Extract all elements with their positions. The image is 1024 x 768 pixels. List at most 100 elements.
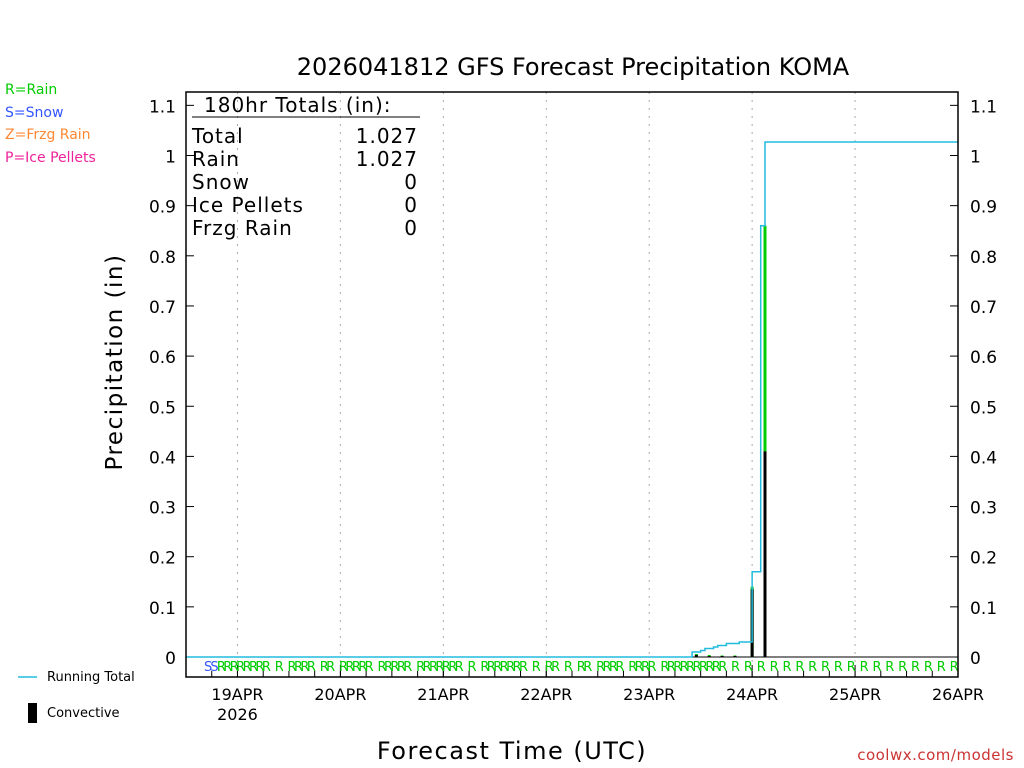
precip-type-marker: R <box>255 660 264 675</box>
precip-type-marker: R <box>692 660 701 675</box>
y-tick-label-right: 0.2 <box>970 549 997 569</box>
precip-type-marker: R <box>615 660 624 675</box>
y-tick-label-right: 1.1 <box>970 97 997 117</box>
precip-type-marker: R <box>757 660 766 675</box>
precip-type-marker: R <box>795 660 804 675</box>
precip-type-legend-item: R=Rain <box>5 82 58 98</box>
precip-type-marker: R <box>397 660 406 675</box>
precip-type-marker: R <box>872 660 881 675</box>
precip-type-marker: R <box>834 660 843 675</box>
precip-type-marker: R <box>699 660 708 675</box>
precip-type-marker: R <box>712 660 721 675</box>
precip-type-marker: R <box>442 660 451 675</box>
convective-bar <box>720 655 724 657</box>
precip-type-marker: R <box>718 660 727 675</box>
precip-type-marker: R <box>429 660 438 675</box>
precip-type-marker: R <box>635 660 644 675</box>
y-tick-label-right: 0.1 <box>970 599 997 619</box>
precip-type-marker: R <box>339 660 348 675</box>
precip-type-marker: R <box>384 660 393 675</box>
precip-type-marker: R <box>705 660 714 675</box>
convective-bar <box>733 655 737 657</box>
precip-type-marker: R <box>667 660 676 675</box>
y-tick-label-right: 0.7 <box>970 298 997 318</box>
x-tick-label: 24APR <box>726 685 778 704</box>
x-tick-label: 21APR <box>417 685 469 704</box>
totals-row-label: Snow <box>192 170 250 194</box>
precip-type-marker: R <box>506 660 515 675</box>
precip-type-marker: R <box>390 660 399 675</box>
y-tick-label-right: 0.3 <box>970 499 997 519</box>
x-tick-label: 25APR <box>829 685 881 704</box>
precip-type-marker: R <box>602 660 611 675</box>
precip-type-marker: R <box>532 660 541 675</box>
precip-type-marker: R <box>924 660 933 675</box>
precip-type-marker: R <box>898 660 907 675</box>
precip-type-marker: R <box>416 660 425 675</box>
precip-type-marker: R <box>455 660 464 675</box>
y-tick-label-left: 0.5 <box>149 398 176 418</box>
totals-row-value: 0 <box>404 170 418 194</box>
precip-type-marker: R <box>307 660 316 675</box>
precip-bar <box>763 225 767 657</box>
precip-type-marker: R <box>782 660 791 675</box>
precip-type-marker: R <box>647 660 656 675</box>
plot-frame <box>185 91 959 678</box>
precip-type-marker: R <box>217 660 226 675</box>
precip-type-marker: R <box>300 660 309 675</box>
precip-type-marker: R <box>262 660 271 675</box>
precip-type-marker: R <box>326 660 335 675</box>
y-tick-label-right: 0.4 <box>970 448 997 468</box>
precip-type-marker: R <box>435 660 444 675</box>
precip-type-marker: R <box>358 660 367 675</box>
y-tick-label-left: 1.1 <box>149 97 176 117</box>
convective-legend-label: Convective <box>47 706 120 721</box>
x-axis-title: Forecast Time (UTC) <box>377 737 647 765</box>
y-tick-label-right: 0 <box>970 649 981 669</box>
precip-type-marker: R <box>249 660 258 675</box>
precip-type-marker: R <box>230 660 239 675</box>
totals-row-label: Frzg Rain <box>192 216 293 240</box>
convective-legend-swatch <box>28 703 37 723</box>
precip-type-marker: R <box>937 660 946 675</box>
x-tick-label: 20APR <box>314 685 366 704</box>
y-axis-right: 0 0.1 0.2 0.3 0.4 0.5 0.6 0.7 0.8 0.9 1 1.1 <box>950 97 997 669</box>
y-tick-label-left: 0.8 <box>149 248 176 268</box>
y-tick-label-left: 0.3 <box>149 499 176 519</box>
convective-bar <box>763 451 767 657</box>
precip-type-marker: R <box>847 660 856 675</box>
y-tick-label-left: 0.7 <box>149 298 176 318</box>
running-total-line <box>186 141 958 658</box>
precip-type-legend-item: Z=Frzg Rain <box>5 127 91 143</box>
x-tick-label: 22APR <box>520 685 572 704</box>
precip-type-marker: R <box>519 660 528 675</box>
precip-type-marker: R <box>564 660 573 675</box>
y-axis-left: 0 0.1 0.2 0.3 0.4 0.5 0.6 0.7 0.8 0.9 1 1.1 <box>149 97 194 669</box>
y-tick-label-right: 0.5 <box>970 398 997 418</box>
precip-type-legend-item: P=Ice Pellets <box>5 149 96 166</box>
totals-row-value: 0 <box>404 193 418 217</box>
convective-bar <box>694 654 698 657</box>
x-tick-sublabel: 2026 <box>217 705 258 724</box>
totals-box: 180hr Totals (in): Total 1.027 Rain 1.027 Sn… <box>191 93 420 240</box>
convective-bar <box>707 655 711 657</box>
totals-row-value: 0 <box>404 216 418 240</box>
precip-type-marker: R <box>480 660 489 675</box>
y-tick-label-right: 0.9 <box>970 198 997 218</box>
precip-type-marker: R <box>744 660 753 675</box>
y-tick-label-right: 0.8 <box>970 248 997 268</box>
y-tick-label-right: 1 <box>970 148 981 168</box>
precip-type-marker: R <box>223 660 232 675</box>
precip-type-marker: R <box>275 660 284 675</box>
y-tick-label-left: 1 <box>165 148 176 168</box>
precip-type-marker: R <box>680 660 689 675</box>
precip-type-marker: R <box>911 660 920 675</box>
precip-type-marker: R <box>686 660 695 675</box>
y-axis-title: Precipitation (in) <box>102 254 128 471</box>
precip-type-marker: R <box>448 660 457 675</box>
precip-type-marker: R <box>577 660 586 675</box>
precip-type-legend-item: S=Snow <box>5 104 64 121</box>
totals-row-label: Rain <box>192 147 240 171</box>
